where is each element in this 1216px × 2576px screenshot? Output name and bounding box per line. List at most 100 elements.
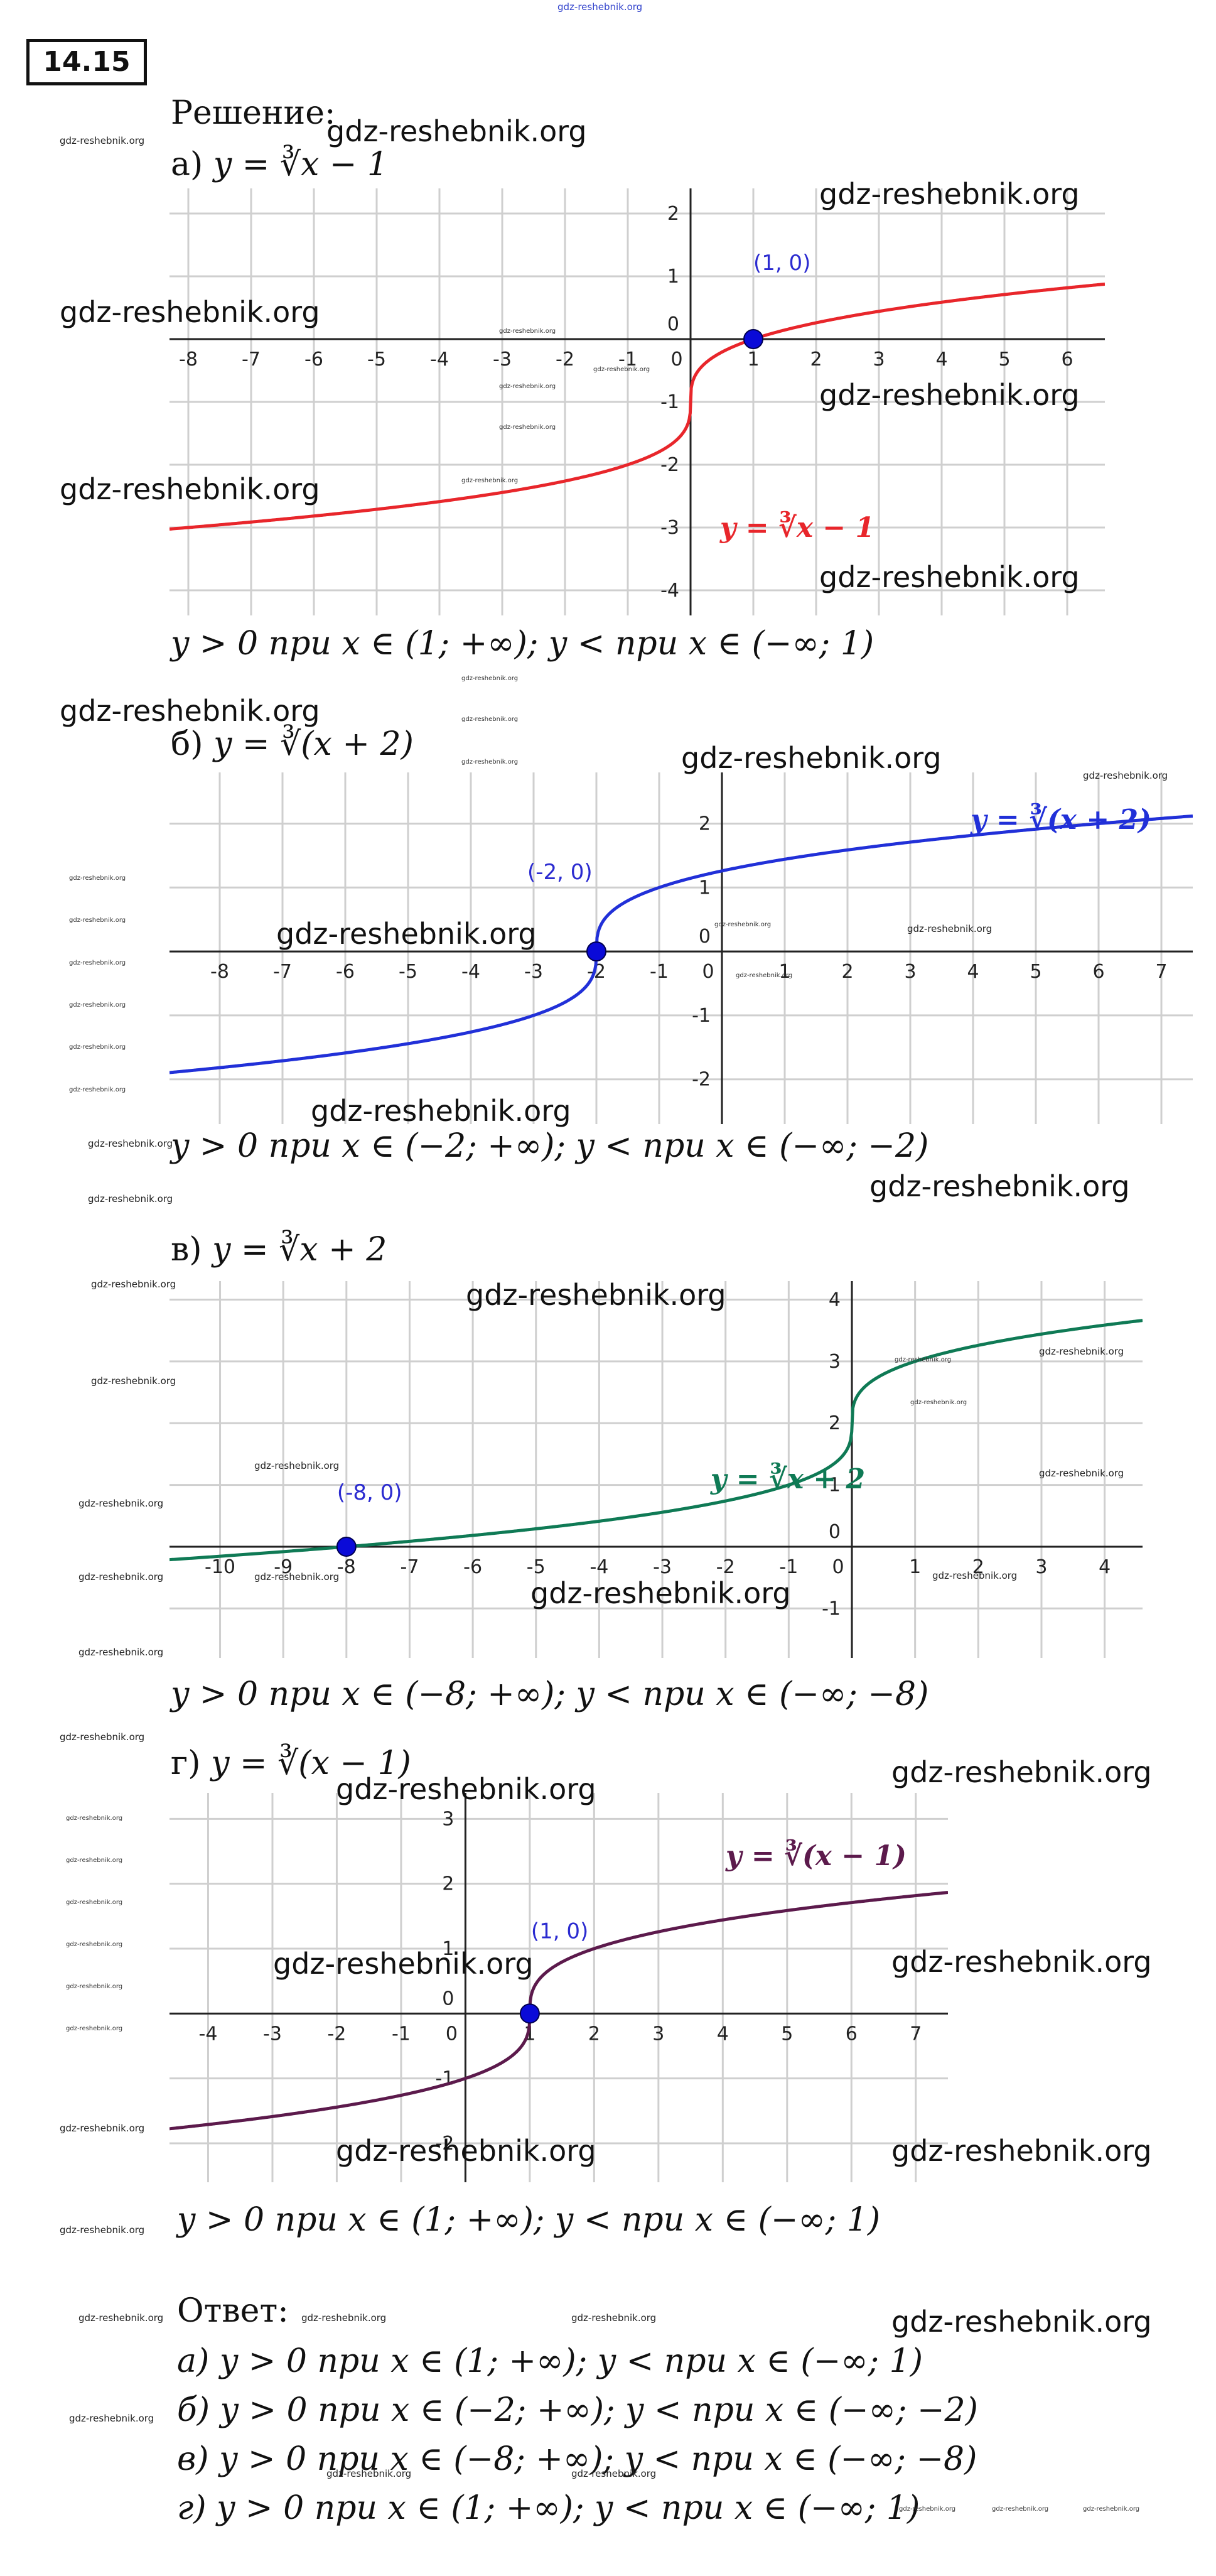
x-tick-label: 0 [832,1556,844,1578]
curve-label: y = ∛(x + 2) [970,803,1151,836]
watermark: gdz-reshebnik.org [91,1279,176,1290]
part-c-equation: y = ∛x + 2 [212,1231,387,1269]
x-tick-label: 4 [1099,1556,1111,1578]
watermark: gdz-reshebnik.org [78,2312,164,2324]
watermark: gdz-reshebnik.org [466,1278,726,1312]
x-tick-label: -4 [461,961,480,983]
function-curve [169,1891,948,2131]
watermark: gdz-reshebnik.org [593,366,650,373]
x-tick-label: -3 [263,2023,282,2045]
watermark: gdz-reshebnik.org [499,383,556,390]
y-tick-label: 0 [442,1988,454,2010]
curve-label: y = ∛x − 1 [719,511,874,544]
watermark: gdz-reshebnik.org [78,1571,164,1583]
watermark: gdz-reshebnik.org [326,114,587,148]
watermark: gdz-reshebnik.org [88,1138,173,1149]
watermark: gdz-reshebnik.org [66,1815,123,1822]
point-label: (1, 0) [531,1918,588,1944]
watermark: gdz-reshebnik.org [60,694,320,728]
x-tick-label: -3 [524,961,543,983]
task-number: 14.15 [26,39,147,85]
part-a-equation: y = ∛x − 1 [213,146,389,183]
point-label: (-2, 0) [527,860,593,885]
watermark: gdz-reshebnik.org [69,917,126,924]
x-tick-label: 5 [998,349,1010,371]
x-tick-label: 1 [747,349,759,371]
x-tick-label: -2 [556,349,574,371]
answer-line-b: б) y > 0 при x ∈ (−2; +∞); y < при x ∈ (… [177,2391,978,2429]
graph-part-a: -8 -7 -6 -5 -4 -3 -2 -1 0 1 2 3 4 5 6 -4 -3 -2 -1 0 1 2 (1, 0)… [169,188,1105,615]
y-tick-label: 2 [442,1873,454,1895]
watermark: gdz-reshebnik.org [78,1647,164,1658]
watermark: gdz-reshebnik.org [60,2123,145,2134]
solution-label: Решение: [171,94,336,132]
part-a-formula: а) y = ∛x − 1 [171,146,388,183]
watermark: gdz-reshebnik.org [869,1169,1130,1203]
watermark: gdz-reshebnik.org [276,917,537,951]
curve-label: y = ∛x + 2 [710,1462,865,1495]
watermark: gdz-reshebnik.org [891,1945,1152,1979]
x-tick-label: -4 [589,1556,608,1578]
x-tick-label: 1 [909,1556,921,1578]
part-c-formula: в) y = ∛x + 2 [171,1231,387,1269]
y-tick-label: -1 [660,391,679,413]
y-tick-label: -1 [822,1598,841,1620]
part-c-label: в) [171,1231,202,1269]
x-tick-label: 7 [1155,961,1167,983]
watermark: gdz-reshebnik.org [66,1899,123,1906]
x-tick-label: -7 [401,1556,419,1578]
x-tick-label: 2 [972,1556,984,1578]
x-tick-label: 6 [1092,961,1104,983]
answer-line-c: в) y > 0 при x ∈ (−8; +∞); y < при x ∈ (… [177,2440,977,2478]
watermark: gdz-reshebnik.org [1083,2506,1140,2513]
point-label: (1, 0) [753,251,810,276]
y-tick-label: 2 [829,1412,841,1434]
x-tick-label: -4 [199,2023,218,2045]
x-tick-label: -8 [337,1556,356,1578]
y-tick-label: 2 [667,203,679,225]
x-tick-label: 4 [935,349,947,371]
part-b-formula: б) y = ∛(x + 2) [171,725,414,763]
function-curve [169,1319,1143,1562]
watermark: gdz-reshebnik.org [66,1941,123,1948]
x-tick-label: 2 [588,2023,600,2045]
x-tick-label: -1 [779,1556,798,1578]
x-tick-label: -3 [493,349,512,371]
part-d-label: г) [171,1745,201,1782]
graph-part-b: -8 -7 -6 -5 -4 -3 -2 -1 0 1 2 3 4 5 6 7 -2 -1 0 1 2 (-2, 0) y … [169,772,1193,1124]
watermark: gdz-reshebnik.org [891,1755,1152,1789]
watermark: gdz-reshebnik.org [60,472,320,506]
x-tick-label: -1 [392,2023,411,2045]
watermark: gdz-reshebnik.org [1039,1468,1124,1479]
y-tick-label: -1 [692,1005,711,1027]
x-tick-label: 0 [670,349,682,371]
watermark: gdz-reshebnik.org [891,2134,1152,2168]
y-tick-label: 1 [829,1475,841,1496]
watermark: gdz-reshebnik.org [1083,770,1168,781]
watermark: gdz-reshebnik.org [311,1094,571,1128]
y-tick-label: -2 [692,1069,711,1091]
x-tick-label: 3 [904,961,916,983]
y-tick-label: 0 [829,1521,841,1543]
watermark: gdz-reshebnik.org [69,1002,126,1009]
watermark: gdz-reshebnik.org [301,2312,387,2324]
y-tick-label: 2 [699,813,711,835]
x-tick-label: -8 [179,349,198,371]
function-curve [169,814,1193,1074]
answer-line-a: а) y > 0 при x ∈ (1; +∞); y < при x ∈ (−… [177,2342,923,2380]
x-tick-label: -7 [273,961,292,983]
watermark: gdz-reshebnik.org [273,1947,534,1981]
y-tick-label: 0 [667,313,679,335]
watermark: gdz-reshebnik.org [571,2468,657,2479]
watermark: gdz-reshebnik.org [78,1498,164,1509]
watermark: gdz-reshebnik.org [714,921,772,928]
watermark: gdz-reshebnik.org [499,424,556,431]
x-tick-label: 6 [846,2023,858,2045]
y-tick-label: 4 [829,1289,841,1311]
graph-part-d: -4 -3 -2 -1 0 1 2 3 4 5 6 7 -2 -1 0 1 2 3 (1, 0) y = ∛(x − … [169,1793,948,2182]
watermark: gdz-reshebnik.org [326,2468,412,2479]
y-tick-label: -2 [435,2133,454,2155]
y-tick-label: 3 [442,1808,454,1830]
watermark: gdz-reshebnik.org [530,1576,791,1610]
